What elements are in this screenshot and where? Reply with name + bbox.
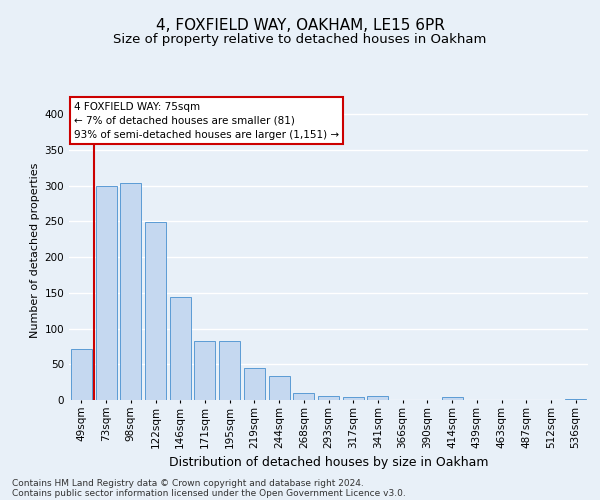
Bar	[367, 396, 388, 400]
Bar	[293, 393, 314, 400]
Bar	[120, 183, 141, 400]
Bar	[343, 397, 364, 400]
Text: 4, FOXFIELD WAY, OAKHAM, LE15 6PR: 4, FOXFIELD WAY, OAKHAM, LE15 6PR	[155, 18, 445, 32]
Bar	[318, 396, 339, 400]
Y-axis label: Number of detached properties: Number of detached properties	[30, 162, 40, 338]
Text: Contains public sector information licensed under the Open Government Licence v3: Contains public sector information licen…	[12, 488, 406, 498]
Bar	[244, 368, 265, 400]
Text: Size of property relative to detached houses in Oakham: Size of property relative to detached ho…	[113, 32, 487, 46]
Text: Contains HM Land Registry data © Crown copyright and database right 2024.: Contains HM Land Registry data © Crown c…	[12, 478, 364, 488]
Bar	[170, 297, 191, 400]
Bar	[269, 376, 290, 400]
Bar	[219, 342, 240, 400]
Bar	[442, 397, 463, 400]
Bar	[145, 222, 166, 400]
Bar	[95, 186, 116, 400]
Text: 4 FOXFIELD WAY: 75sqm
← 7% of detached houses are smaller (81)
93% of semi-detac: 4 FOXFIELD WAY: 75sqm ← 7% of detached h…	[74, 102, 340, 140]
X-axis label: Distribution of detached houses by size in Oakham: Distribution of detached houses by size …	[169, 456, 488, 469]
Bar	[565, 398, 586, 400]
Bar	[194, 342, 215, 400]
Bar	[71, 348, 92, 400]
